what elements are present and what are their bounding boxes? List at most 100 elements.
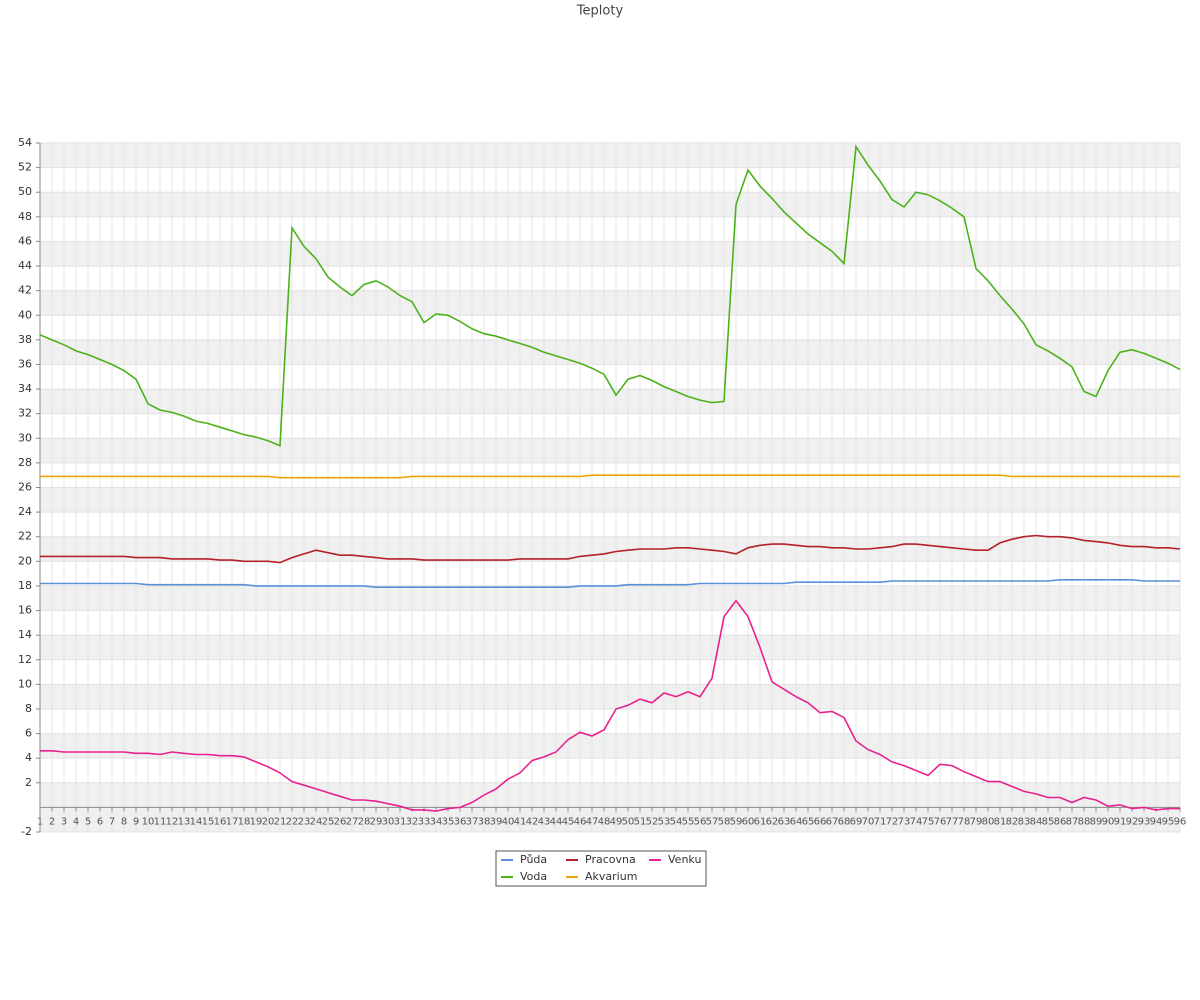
y-tick-label: 36 — [18, 357, 32, 370]
lines — [39, 144, 1181, 812]
x-tick-label: 91 — [1114, 816, 1127, 827]
y-tick-label: 40 — [18, 308, 32, 321]
y-tick-label: 38 — [18, 333, 32, 346]
chart-title: Teploty — [576, 4, 624, 19]
x-tick-label: 71 — [874, 816, 887, 827]
x-tick-label: 88 — [1078, 816, 1091, 827]
y-tick-label: 16 — [18, 604, 32, 617]
x-tick-label: 79 — [970, 816, 983, 827]
band — [40, 290, 1180, 316]
x-tick-label: 12 — [166, 816, 179, 827]
x-tick-label: 11 — [154, 816, 167, 827]
x-tick-label: 74 — [910, 816, 923, 827]
x-tick-label: 31 — [394, 816, 407, 827]
x-tick-label: 68 — [838, 816, 851, 827]
x-tick-label: 84 — [1030, 816, 1043, 827]
x-tick-label: 19 — [250, 816, 263, 827]
x-tick-label: 7 — [109, 816, 115, 827]
x-tick-label: 41 — [514, 816, 527, 827]
x-tick-label: 58 — [718, 816, 731, 827]
y-tick-label: 12 — [18, 653, 32, 666]
band — [40, 192, 1180, 217]
x-tick-label: 83 — [1018, 816, 1031, 827]
x-tick-label: 27 — [346, 816, 359, 827]
x-tick-label: 24 — [310, 816, 323, 827]
x-tick-label: 93 — [1138, 816, 1151, 827]
y-tick-label: 18 — [18, 579, 32, 592]
x-tick-label: 48 — [598, 816, 611, 827]
x-tick-label: 72 — [886, 816, 899, 827]
x-tick-label: 85 — [1042, 816, 1055, 827]
x-tick-label: 95 — [1162, 816, 1175, 827]
x-tick-label: 25 — [322, 816, 335, 827]
x-tick-label: 65 — [802, 816, 815, 827]
x-tick-label: 17 — [226, 816, 239, 827]
x-tick-label: 77 — [946, 816, 959, 827]
band — [40, 389, 1180, 414]
x-tick-label: 80 — [982, 816, 995, 827]
x-tick-label: 44 — [550, 816, 563, 827]
band — [40, 487, 1180, 513]
band — [40, 684, 1180, 709]
y-tick-label: 4 — [25, 751, 32, 764]
x-tick-label: 81 — [994, 816, 1007, 827]
y-tick-label: 10 — [18, 677, 32, 690]
legend-label: Pracovna — [585, 853, 636, 866]
legend-label: Venku — [668, 853, 701, 866]
y-tick-label: 24 — [18, 505, 32, 518]
x-tick-label: 42 — [526, 816, 539, 827]
y-tick-label: 52 — [18, 161, 32, 174]
x-tick-label: 14 — [190, 816, 203, 827]
series-line — [40, 599, 1180, 812]
x-tick-label: 28 — [358, 816, 371, 827]
x-tick-label: 51 — [634, 816, 647, 827]
x-tick-label: 96 — [1174, 816, 1187, 827]
x-tick-label: 3 — [61, 816, 67, 827]
x-tick-label: 60 — [742, 816, 755, 827]
series-line — [40, 474, 1180, 479]
x-tick-label: 26 — [334, 816, 347, 827]
x-tick-label: 82 — [1006, 816, 1019, 827]
x-tick-label: 46 — [574, 816, 587, 827]
x-tick-label: 32 — [406, 816, 419, 827]
legend-label: Akvarium — [585, 870, 637, 883]
x-tick-label: 35 — [442, 816, 455, 827]
legend-label: Voda — [520, 870, 547, 883]
x-tick-label: 6 — [97, 816, 103, 827]
x-tick-label: 49 — [610, 816, 623, 827]
x-tick-label: 67 — [826, 816, 839, 827]
x-tick-label: 54 — [670, 816, 683, 827]
y-tick-label: 54 — [18, 136, 32, 149]
x-tick-label: 61 — [754, 816, 767, 827]
x-tick-label: 75 — [922, 816, 935, 827]
x-tick-label: 2 — [49, 816, 55, 827]
band — [40, 143, 1180, 168]
x-tick-label: 33 — [418, 816, 431, 827]
x-tick-label: 34 — [430, 816, 443, 827]
series-line — [40, 534, 1181, 564]
y-tick-label: 6 — [25, 727, 32, 740]
x-tick-label: 50 — [622, 816, 635, 827]
x-tick-label: 10 — [142, 816, 155, 827]
x-tick-label: 22 — [286, 816, 299, 827]
y-tick-label: 8 — [25, 702, 32, 715]
band — [40, 733, 1180, 759]
series-line — [39, 144, 1181, 447]
y-tick-label: 22 — [18, 530, 32, 543]
x-tick-label: 90 — [1102, 816, 1115, 827]
y-tick-label: 46 — [18, 234, 32, 247]
x-tick-label: 64 — [790, 816, 803, 827]
y-tick-label: 34 — [18, 382, 32, 395]
x-tick-label: 70 — [862, 816, 875, 827]
x-tick-label: 21 — [274, 816, 287, 827]
y-tick-label: -2 — [21, 825, 32, 838]
x-tick-label: 5 — [85, 816, 91, 827]
y-tick-label: 20 — [18, 554, 32, 567]
y-tick-label: 44 — [18, 259, 32, 272]
x-tick-label: 89 — [1090, 816, 1103, 827]
plot-background — [40, 143, 1180, 832]
x-tick-label: 40 — [502, 816, 515, 827]
x-tick-label: 73 — [898, 816, 911, 827]
y-tick-label: 2 — [25, 776, 32, 789]
